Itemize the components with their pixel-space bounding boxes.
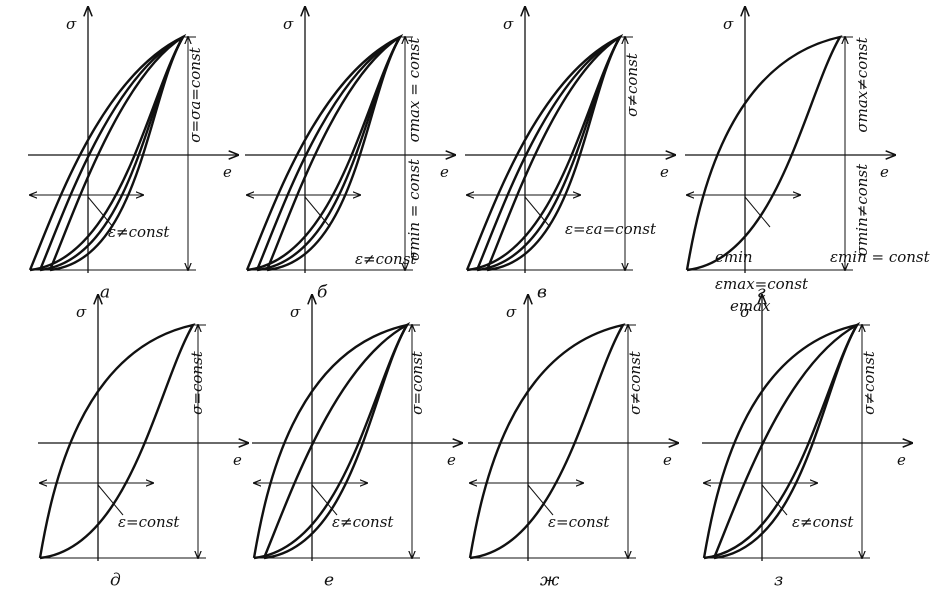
y-axis-label: σ: [506, 303, 517, 321]
y-axis-label: σ: [66, 15, 77, 33]
annotation: ε≠const: [355, 250, 417, 268]
hysteresis-loop: [685, 35, 843, 272]
annotation: σ=σa=const: [186, 46, 204, 142]
x-axis-label: e: [660, 163, 669, 181]
x-axis-label: e: [663, 451, 672, 469]
annotation: εmax=const: [715, 275, 809, 293]
annotation: ε≠const: [108, 223, 170, 241]
leader: [311, 484, 338, 516]
leader: [304, 196, 331, 228]
hysteresis-loop: [255, 33, 404, 272]
annotation: σ=const: [188, 350, 206, 415]
annotation: ε≠const: [792, 513, 854, 531]
annotation: σ≠const: [860, 350, 878, 415]
annotation: emin: [715, 248, 753, 266]
leader: [527, 484, 554, 516]
panel-label: ж: [540, 571, 560, 591]
panel-label: е: [324, 571, 334, 591]
y-axis-label: σ: [76, 303, 87, 321]
leader: [761, 484, 788, 516]
annotation: ε=const: [548, 513, 610, 531]
annotation: σ≠const: [623, 52, 641, 117]
y-axis-label: σ: [283, 15, 294, 33]
annotation: σmin≠const: [853, 163, 871, 256]
x-axis-label: e: [440, 163, 449, 181]
panel-label: а: [100, 283, 110, 303]
annotation: εmin = const: [830, 248, 931, 266]
annotation: σ≠const: [626, 350, 644, 415]
leader: [744, 196, 771, 228]
annotation: ε≠const: [332, 513, 394, 531]
annotation: emax: [730, 297, 771, 315]
x-axis-label: e: [223, 163, 232, 181]
y-axis-label: σ: [740, 303, 751, 321]
x-axis-label: e: [447, 451, 456, 469]
panel-label: д: [110, 571, 121, 591]
annotation: σmax = const: [405, 37, 423, 143]
annotation: σ=const: [408, 350, 426, 415]
panel-label: в: [537, 283, 547, 303]
y-axis-label: σ: [503, 15, 514, 33]
x-axis-label: e: [880, 163, 889, 181]
annotation: σmax≠const: [853, 36, 871, 132]
y-axis-label: σ: [290, 303, 301, 321]
annotation: ε=const: [118, 513, 180, 531]
leader: [97, 484, 124, 516]
x-axis-label: e: [897, 451, 906, 469]
hysteresis-loop: [265, 35, 402, 272]
panel-label: б: [317, 283, 328, 303]
leader: [87, 196, 114, 228]
annotation: ε=εa=const: [565, 220, 657, 238]
x-axis-label: e: [233, 451, 242, 469]
panel-label: г: [757, 283, 766, 303]
leader: [524, 196, 551, 228]
y-axis-label: σ: [723, 15, 734, 33]
annotation: σmin = const: [405, 158, 423, 261]
panel-label: з: [774, 571, 783, 591]
